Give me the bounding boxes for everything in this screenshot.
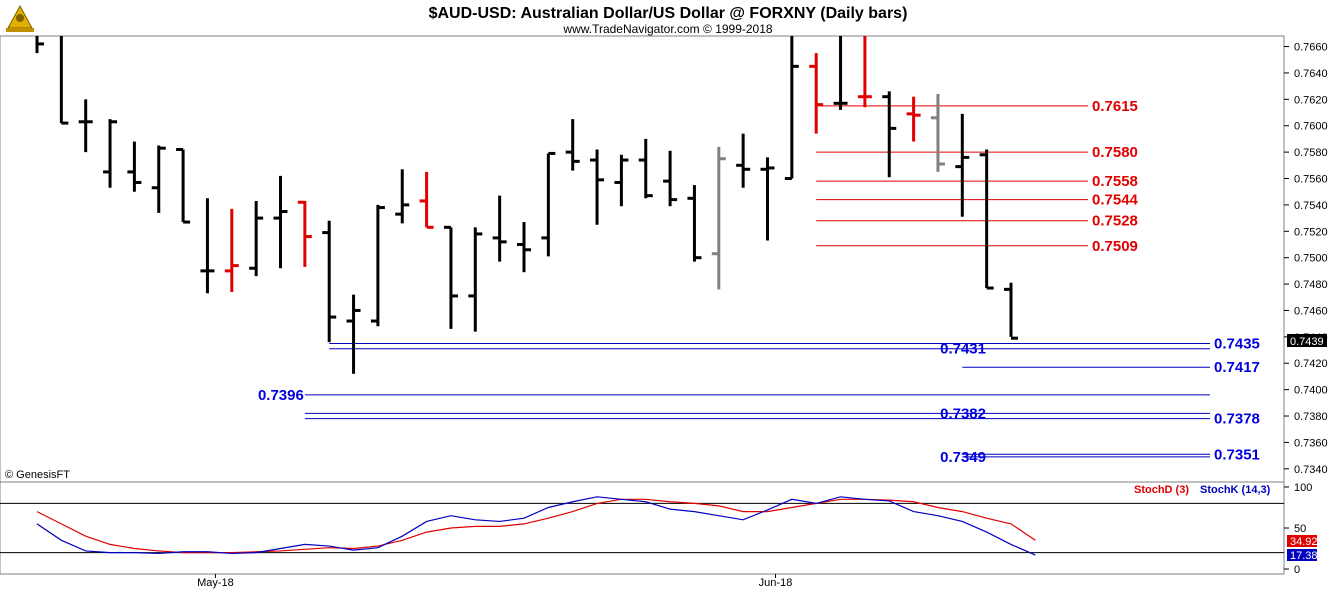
stoch-k-value-box [1287, 549, 1317, 561]
stoch-tick-label: 0 [1294, 564, 1300, 576]
legend-stoch-d: StochD (3) [1134, 484, 1189, 496]
ohlc-bar [565, 119, 580, 171]
ohlc-bar [590, 149, 605, 225]
ohlc-bar [930, 94, 945, 172]
ohlc-bar [687, 185, 702, 262]
ohlc-bar [979, 149, 994, 290]
ohlc-bar [151, 145, 166, 213]
ohlc-bar [833, 36, 848, 110]
x-tick-label: May-18 [197, 577, 234, 589]
watermark: © GenesisFT [5, 469, 70, 481]
ohlc-bar [419, 171, 434, 229]
ohlc-bar [809, 53, 824, 134]
level-label: 0.7528 [1092, 213, 1138, 230]
ohlc-bar [395, 169, 410, 224]
level-label: 0.7396 [258, 387, 304, 404]
ohlc-bar [224, 208, 239, 292]
level-label: 0.7378 [1214, 411, 1260, 428]
legend-stoch-k: StochK (14,3) [1200, 484, 1271, 496]
ohlc-bar [857, 36, 872, 108]
ohlc-bar [638, 138, 653, 199]
price-tick-label: 0.7360 [1294, 437, 1328, 449]
ohlc-bar [784, 36, 799, 181]
price-tick-label: 0.7600 [1294, 121, 1328, 133]
price-tick-label: 0.7560 [1294, 174, 1328, 186]
ohlc-bar [127, 141, 142, 192]
ohlc-bar [760, 157, 775, 241]
ohlc-bar [273, 175, 288, 269]
ohlc-bar [322, 220, 337, 343]
x-axis: May-18 Jun-18 [197, 574, 792, 589]
price-tick-label: 0.7420 [1294, 358, 1328, 370]
level-label: 0.7615 [1092, 98, 1138, 115]
logo-icon [6, 4, 34, 32]
price-tick-label: 0.7660 [1294, 42, 1328, 54]
level-label: 0.7382 [940, 405, 986, 422]
stochastic-panel [0, 481, 1285, 575]
ohlc-bar [614, 154, 629, 207]
level-label: 0.7509 [1092, 238, 1138, 255]
ohlc-bar [59, 36, 69, 125]
price-tick-label: 0.7500 [1294, 253, 1328, 265]
ohlc-bar [492, 195, 507, 262]
chart-subtitle: www.TradeNavigator.com © 1999-2018 [562, 22, 772, 36]
stoch-d-value: 34.92 [1290, 536, 1318, 548]
price-tick-label: 0.7620 [1294, 94, 1328, 106]
ohlc-bar [906, 96, 921, 142]
ohlc-bar [711, 146, 726, 290]
price-panel [0, 35, 1285, 483]
ohlc-bar [517, 222, 531, 273]
ohlc-bar [736, 133, 751, 188]
chart-title: $AUD-USD: Australian Dollar/US Dollar @ … [429, 5, 908, 22]
ohlc-bar [176, 147, 191, 224]
stoch-tick-label: 100 [1294, 482, 1312, 494]
level-label: 0.7580 [1092, 144, 1138, 161]
ohlc-bar [370, 204, 385, 327]
ohlc-bar [249, 200, 264, 277]
price-tick-label: 0.7580 [1294, 147, 1328, 159]
price-tick-label: 0.7520 [1294, 226, 1328, 238]
ohlc-bar [468, 227, 483, 332]
level-label: 0.7351 [1214, 446, 1260, 463]
price-tick-label: 0.7400 [1294, 385, 1328, 397]
ohlc-bar [663, 150, 678, 207]
stoch-k-value: 17.38 [1290, 550, 1318, 562]
ohlc-bar [297, 200, 312, 267]
ohlc-bar [955, 113, 970, 217]
header-bar [0, 0, 1336, 36]
price-tick-label: 0.7460 [1294, 305, 1328, 317]
level-lines: 0.7615 0.7580 0.7558 0.7544 0.7528 0.7509 0.74… [258, 98, 1260, 466]
stoch-k-line [36, 496, 1036, 556]
ohlc-bar [443, 225, 458, 329]
level-label: 0.7349 [940, 449, 986, 466]
price-tick-label: 0.7640 [1294, 68, 1328, 80]
price-tick-label: 0.7380 [1294, 411, 1328, 423]
ohlc-bar [346, 294, 361, 374]
price-tick-label: 0.7480 [1294, 279, 1328, 291]
level-label: 0.7544 [1092, 192, 1139, 209]
level-label: 0.7435 [1214, 335, 1260, 352]
level-label: 0.7558 [1092, 173, 1138, 190]
stochastic-axis: 100 50 0 [1284, 482, 1312, 576]
ohlc-bar [1004, 282, 1018, 340]
price-tick-label: 0.7340 [1294, 464, 1328, 476]
stochastic-lines [0, 496, 1284, 556]
price-axis: 0.7660 0.7640 0.7620 0.7600 0.7580 0.7560 0.75… [1284, 42, 1328, 476]
level-label: 0.7417 [1214, 359, 1260, 376]
ohlc-bar [541, 151, 556, 257]
x-tick-label: Jun-18 [759, 577, 793, 589]
ohlc-bar [103, 119, 118, 188]
ohlc-bar [882, 91, 897, 178]
price-tick-label: 0.7540 [1294, 200, 1328, 212]
stoch-tick-label: 50 [1294, 523, 1306, 535]
ohlc-bar [200, 198, 215, 294]
current-price-label: 0.7439 [1290, 336, 1324, 348]
level-label: 0.7431 [940, 341, 986, 358]
stoch-d-value-box [1287, 535, 1317, 547]
ohlc-bars [35, 36, 1018, 374]
ohlc-bar [78, 99, 93, 153]
current-price-box [1287, 334, 1327, 347]
ohlc-bar [35, 36, 44, 54]
